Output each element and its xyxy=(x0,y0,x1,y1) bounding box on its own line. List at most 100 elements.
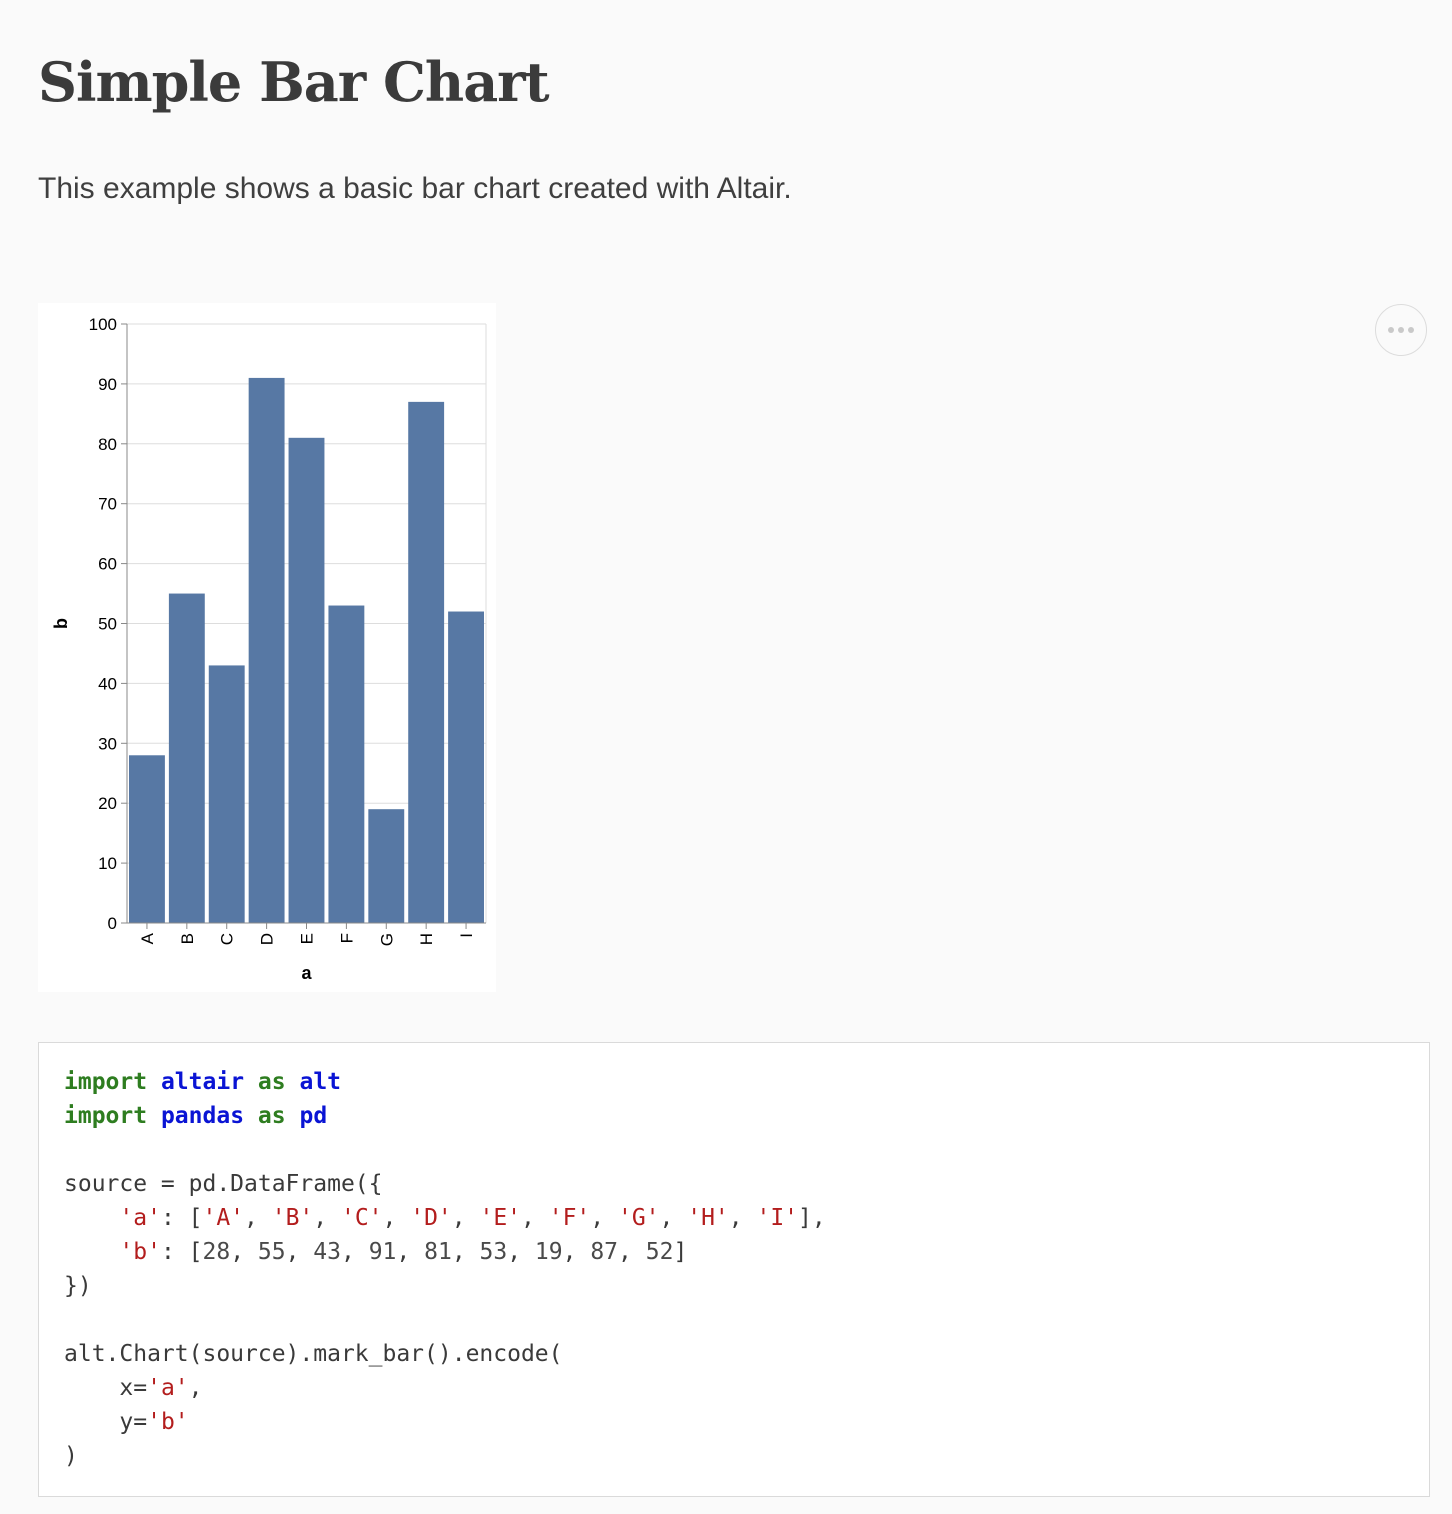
code-token: pd xyxy=(299,1103,328,1129)
code-token: 'H' xyxy=(687,1205,729,1231)
x-tick-label: H xyxy=(417,933,436,945)
bar-B xyxy=(168,593,205,923)
y-tick-label: 0 xyxy=(108,914,117,933)
bar-E xyxy=(288,437,325,923)
code-token: alt xyxy=(299,1069,342,1095)
bar-H xyxy=(408,401,445,923)
code-token: 'F' xyxy=(548,1205,591,1231)
y-tick-label: 100 xyxy=(89,315,117,334)
code-token: 'G' xyxy=(617,1205,660,1231)
code-block: import altair as alt import pandas as pd s… xyxy=(38,1042,1430,1497)
code-token: as xyxy=(257,1103,286,1129)
bar-chart-svg: 0 10 20 30 40 50 60 70 80 90 100 A B C D E F G H Ia b xyxy=(51,315,487,983)
code-line: y='b' xyxy=(64,1405,1429,1439)
code-line: import altair as alt xyxy=(64,1065,1429,1099)
code-token: pandas xyxy=(160,1103,245,1129)
code-token: 43 xyxy=(313,1239,341,1265)
code-token: 'A' xyxy=(202,1205,245,1231)
code-token: 81 xyxy=(424,1239,452,1265)
page-description: This example shows a basic bar chart cre… xyxy=(38,172,792,205)
code-token: 'E' xyxy=(479,1205,522,1231)
code-token xyxy=(147,1103,161,1129)
code-token: , xyxy=(507,1239,535,1265)
y-tick-label: 40 xyxy=(98,674,117,693)
code-token: , xyxy=(313,1205,341,1231)
code-token xyxy=(286,1069,300,1095)
y-tick-label: 80 xyxy=(98,435,117,454)
more-horizontal-icon xyxy=(1388,327,1414,333)
code-token: alt.Chart(source).mark_bar().encode( xyxy=(64,1341,563,1367)
code-token: , xyxy=(341,1239,369,1265)
code-token: 55 xyxy=(257,1239,286,1265)
code-token: 52 xyxy=(645,1239,674,1265)
code-token: , xyxy=(728,1205,757,1231)
code-token: , xyxy=(188,1375,203,1401)
code-token: as xyxy=(257,1069,286,1095)
code-token: 87 xyxy=(590,1239,619,1265)
x-tick-label: I xyxy=(457,933,476,938)
page-title: Simple Bar Chart xyxy=(38,50,550,114)
code-token: 'b' xyxy=(119,1239,161,1265)
code-token: : [ xyxy=(160,1239,203,1265)
bar-F xyxy=(328,605,365,923)
x-tick-label: A xyxy=(138,932,157,944)
y-axis-title: b xyxy=(51,618,71,629)
x-tick-label: F xyxy=(337,933,356,943)
code-token: 'B' xyxy=(271,1205,314,1231)
code-token: , xyxy=(230,1239,258,1265)
code-token: y= xyxy=(64,1409,148,1435)
x-tick-label: D xyxy=(258,933,277,945)
bar-D xyxy=(248,377,285,923)
bar-C xyxy=(208,665,245,923)
code-token: 'I' xyxy=(756,1205,799,1231)
code-line: alt.Chart(source).mark_bar().encode( xyxy=(64,1337,1429,1371)
code-token: ], xyxy=(798,1205,826,1231)
y-tick-label: 70 xyxy=(98,495,117,514)
code-line xyxy=(64,1133,1429,1167)
code-token: ) xyxy=(64,1443,78,1469)
code-token xyxy=(286,1103,300,1129)
y-tick-label: 60 xyxy=(98,555,117,574)
code-token: 28 xyxy=(202,1239,231,1265)
y-tick-label: 20 xyxy=(98,794,117,813)
code-token: : [ xyxy=(160,1205,203,1231)
code-token: , xyxy=(451,1239,480,1265)
code-token: , xyxy=(618,1239,646,1265)
code-token xyxy=(64,1205,119,1231)
code-line xyxy=(64,1303,1429,1337)
code-token xyxy=(244,1103,258,1129)
code-token: 'a' xyxy=(119,1205,161,1231)
bar-I xyxy=(448,611,484,923)
code-token: , xyxy=(285,1239,314,1265)
code-token: , xyxy=(590,1205,618,1231)
code-token: , xyxy=(521,1205,549,1231)
code-token: 19 xyxy=(534,1239,563,1265)
code-token: altair xyxy=(160,1069,245,1095)
x-axis-title: a xyxy=(301,963,312,983)
code-line: ) xyxy=(64,1439,1429,1473)
chart-actions-button[interactable] xyxy=(1375,304,1427,356)
code-token xyxy=(64,1239,119,1265)
code-token: source = pd.DataFrame({ xyxy=(64,1171,383,1197)
code-token: 53 xyxy=(479,1239,508,1265)
code-line: 'b': [28, 55, 43, 91, 81, 53, 19, 87, 52… xyxy=(64,1235,1429,1269)
code-line: x='a', xyxy=(64,1371,1429,1405)
code-token: 'b' xyxy=(147,1409,189,1435)
bar-G xyxy=(368,809,405,923)
code-token xyxy=(147,1069,161,1095)
code-token: , xyxy=(562,1239,591,1265)
x-tick-label: G xyxy=(377,933,396,946)
code-token: 'D' xyxy=(410,1205,452,1231)
code-token: , xyxy=(244,1205,272,1231)
y-tick-label: 30 xyxy=(98,734,117,753)
code-token: }) xyxy=(64,1273,92,1299)
code-token: 91 xyxy=(368,1239,397,1265)
code-token: , xyxy=(396,1239,425,1265)
code-line: }) xyxy=(64,1269,1429,1303)
code-token: import xyxy=(64,1069,148,1095)
code-content: import altair as alt import pandas as pd s… xyxy=(64,1065,1429,1473)
code-token: , xyxy=(659,1205,688,1231)
code-token: ] xyxy=(673,1239,688,1265)
y-tick-label: 50 xyxy=(98,615,117,634)
